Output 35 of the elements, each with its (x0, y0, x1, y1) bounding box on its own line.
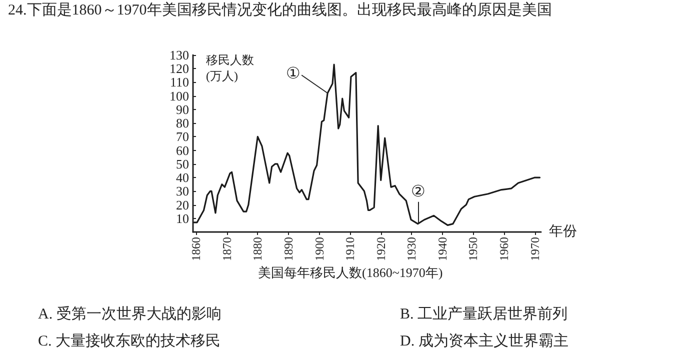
y-tick-label: 120 (170, 61, 189, 76)
y-tick-label: 110 (170, 74, 189, 90)
x-tick-label: 1920 (374, 237, 388, 261)
x-tick-label: 1950 (466, 237, 480, 261)
x-tick-label: 1910 (343, 237, 358, 261)
y-tick-label: 60 (176, 142, 189, 158)
text: C. 大量接收东欧的技术移民 (38, 332, 221, 350)
x-tick-label: 1860 (189, 237, 204, 261)
y-tick-label: 30 (176, 184, 189, 199)
x-tick-label: 1970 (528, 237, 542, 261)
y-tick-label: 50 (176, 156, 189, 172)
x-tick-label: 1890 (281, 237, 296, 261)
x-tick-label: 1870 (220, 237, 234, 261)
text: D. 成为资本主义世界霸主 (400, 332, 568, 350)
y-tick-label: 130 (170, 48, 189, 62)
annotation: ① (286, 65, 300, 82)
x-tick-label: 1930 (404, 237, 419, 261)
text: B. 工业产量跃居世界前列 (400, 306, 568, 322)
y-tick-label: 70 (176, 129, 189, 144)
y-tick-label: 20 (176, 197, 189, 212)
y-tick-label: 100 (170, 88, 189, 104)
x-tick-label: 1940 (435, 237, 450, 261)
y-tick-label: 10 (176, 210, 189, 226)
annotation: ② (410, 183, 425, 200)
x-tick-label: 1880 (250, 237, 265, 261)
y-tick-label: 90 (176, 102, 189, 117)
y-tick-label: 80 (176, 116, 189, 131)
text: A. 受第一次世界大战的影响 (38, 306, 222, 322)
y-tick-label: 40 (176, 170, 189, 186)
x-tick-label: 1960 (497, 237, 512, 261)
text: 美国每年移民人数(1860~1970年) (258, 265, 443, 280)
x-tick-label: 1900 (312, 237, 326, 261)
x-axis-title: 年份 (549, 224, 577, 240)
y-axis-title: 移民人数 (万人) (206, 53, 254, 83)
chart-title: 24.下面是1860～1970年美国移民情况变化的曲线图。出现移民最高峰的原因是美国 (8, 2, 552, 18)
